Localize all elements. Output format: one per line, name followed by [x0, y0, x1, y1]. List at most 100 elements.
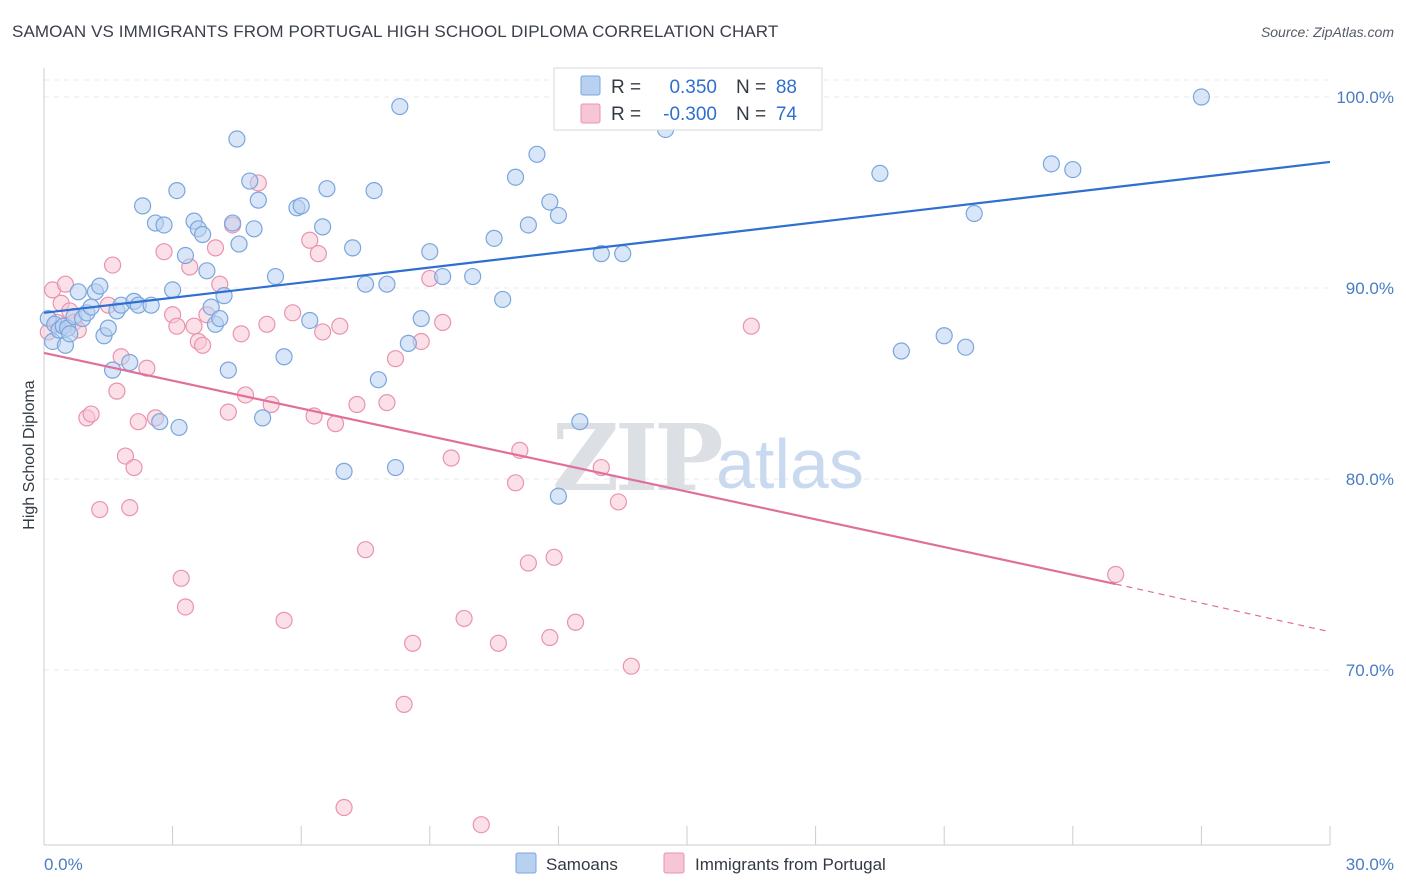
point-portugal — [519, 554, 537, 572]
point-samoans — [434, 267, 452, 286]
point-samoans — [314, 218, 332, 236]
point-samoans — [168, 181, 186, 200]
point-samoans — [541, 193, 559, 211]
point-samoans — [549, 206, 568, 225]
legend-bottom-swatch-portugal — [663, 852, 685, 874]
point-samoans — [412, 309, 430, 328]
point-portugal — [506, 474, 525, 492]
y-axis-title: High School Diploma — [21, 380, 38, 530]
point-samoans — [614, 245, 632, 263]
point-samoans — [275, 348, 293, 366]
gridlines — [44, 79, 1330, 671]
point-portugal — [194, 336, 212, 354]
point-portugal — [82, 405, 100, 423]
point-portugal — [108, 382, 126, 400]
point-portugal — [442, 449, 460, 467]
point-portugal — [386, 350, 405, 368]
point-samoans — [249, 191, 267, 209]
point-samoans — [198, 262, 216, 280]
y-tick-labels: 100.0% 90.0% 80.0% 70.0% — [1336, 88, 1394, 680]
point-samoans — [344, 239, 362, 257]
legend-swatch-samoans — [580, 75, 601, 96]
point-portugal — [103, 256, 122, 274]
point-samoans — [61, 325, 79, 343]
trend-line-portugal-extension — [1115, 583, 1331, 633]
point-samoans — [103, 361, 122, 379]
point-samoans — [318, 180, 336, 198]
source-credit: Source: ZipAtlas.com — [1260, 24, 1394, 40]
point-portugal — [125, 458, 143, 477]
point-samoans — [228, 130, 246, 148]
point-samoans — [164, 281, 182, 299]
point-samoans — [356, 275, 375, 293]
point-samoans — [335, 462, 353, 480]
point-samoans — [378, 275, 396, 293]
point-samoans — [871, 164, 889, 182]
legend-r-value-portugal: -0.300 — [663, 104, 717, 125]
point-portugal — [356, 541, 375, 559]
point-samoans — [965, 204, 983, 223]
x-ticks — [43, 826, 1331, 845]
point-portugal — [378, 394, 396, 412]
trend-lines — [43, 160, 1331, 633]
legend-series: Samoans Immigrants from Portugal — [515, 852, 886, 874]
point-portugal — [404, 634, 422, 652]
watermark-atlas: atlas — [716, 425, 864, 503]
point-samoans — [485, 229, 503, 247]
point-portugal — [434, 313, 452, 331]
point-portugal — [395, 695, 413, 713]
point-samoans — [170, 418, 188, 437]
point-samoans — [892, 342, 910, 360]
point-portugal — [309, 245, 327, 263]
point-samoans — [528, 145, 546, 163]
legend-r-label-samoans: R = — [611, 77, 641, 98]
chart-title: SAMOAN VS IMMIGRANTS FROM PORTUGAL HIGH … — [12, 22, 779, 41]
point-samoans — [133, 197, 152, 215]
point-samoans — [241, 172, 259, 190]
point-samoans — [592, 245, 610, 263]
point-samoans — [245, 220, 263, 238]
point-samoans — [369, 371, 387, 389]
point-portugal — [348, 395, 366, 414]
point-portugal — [742, 317, 760, 335]
series-portugal-points — [39, 88, 1125, 834]
point-samoans — [219, 361, 237, 379]
point-portugal — [284, 304, 302, 322]
point-samoans — [519, 216, 537, 234]
point-portugal — [121, 499, 139, 517]
point-portugal — [56, 275, 75, 293]
point-samoans — [69, 283, 87, 301]
point-samoans — [91, 277, 109, 295]
point-samoans — [155, 216, 173, 234]
point-samoans — [399, 334, 417, 352]
point-portugal — [129, 413, 147, 431]
x-tick-label-min: 0.0% — [44, 855, 83, 874]
point-samoans — [1064, 160, 1082, 179]
point-samoans — [121, 353, 139, 372]
point-samoans — [254, 409, 272, 427]
point-portugal — [176, 598, 195, 616]
point-portugal — [541, 628, 559, 647]
point-portugal — [1107, 565, 1125, 584]
point-samoans — [202, 298, 220, 316]
point-samoans — [301, 311, 319, 330]
trend-line-samoans — [43, 160, 1331, 314]
legend-n-label-samoans: N = — [736, 77, 766, 98]
point-portugal — [622, 657, 640, 675]
point-portugal — [258, 315, 276, 333]
point-samoans — [365, 181, 383, 200]
point-samoans — [494, 290, 512, 309]
legend-bottom-label-samoans: Samoans — [546, 855, 618, 874]
legend-n-value-samoans: 88 — [776, 77, 797, 98]
point-portugal — [609, 493, 628, 511]
point-portugal — [185, 317, 203, 335]
point-portugal — [545, 548, 563, 566]
point-samoans — [464, 267, 482, 286]
point-portugal — [155, 243, 173, 261]
point-portugal — [116, 447, 135, 465]
legend-r-label-portugal: R = — [611, 104, 641, 125]
point-portugal — [472, 816, 490, 834]
y-tick-label: 80.0% — [1346, 470, 1394, 489]
point-samoans — [266, 267, 285, 286]
